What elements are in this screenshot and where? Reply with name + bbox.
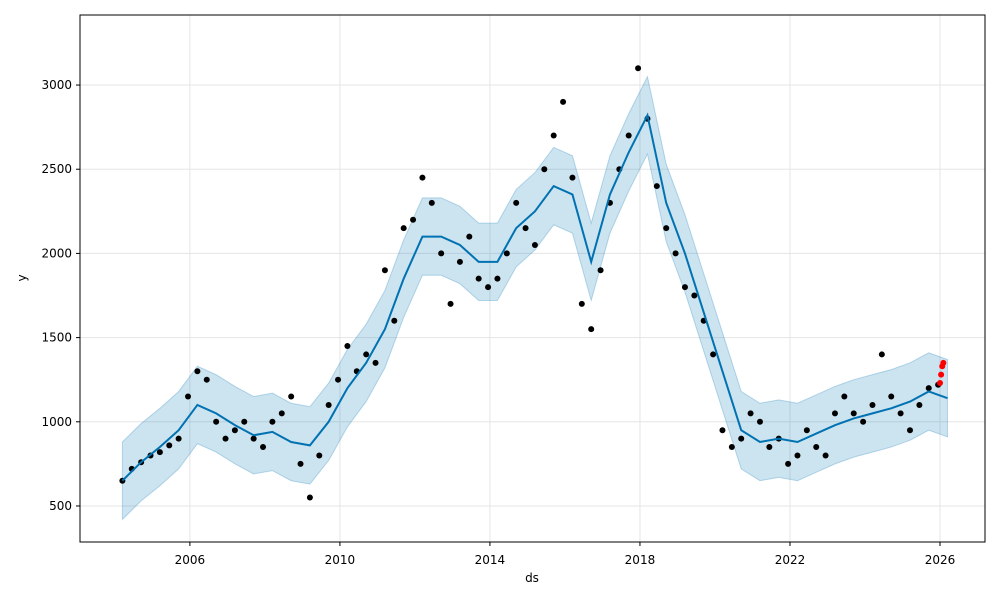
- x-tick-label: 2026: [925, 553, 956, 567]
- observed-point: [794, 452, 801, 459]
- observed-point: [203, 376, 210, 383]
- observed-point: [494, 275, 501, 282]
- x-tick-label: 2014: [475, 553, 506, 567]
- recent-point: [938, 371, 945, 378]
- x-tick-label: 2006: [175, 553, 206, 567]
- observed-point: [635, 65, 642, 72]
- observed-point: [475, 275, 482, 282]
- observed-point: [785, 460, 792, 467]
- observed-point: [513, 199, 520, 206]
- observed-point: [269, 418, 276, 425]
- x-axis-label: ds: [525, 571, 539, 585]
- observed-point: [325, 401, 332, 408]
- forecast-line: [121, 112, 948, 482]
- observed-point: [316, 452, 323, 459]
- y-axis-label: y: [15, 274, 29, 281]
- observed-point: [260, 444, 267, 451]
- observed-point: [185, 393, 192, 400]
- observed-point: [916, 401, 923, 408]
- observed-point: [831, 410, 838, 417]
- observed-point: [897, 410, 904, 417]
- observed-point: [710, 351, 717, 358]
- observed-point: [222, 435, 229, 442]
- observed-point: [241, 418, 248, 425]
- observed-point: [456, 258, 463, 265]
- observed-point: [466, 233, 473, 240]
- observed-point: [841, 393, 848, 400]
- observed-point: [297, 460, 304, 467]
- observed-point: [522, 225, 529, 232]
- observed-point: [363, 351, 370, 358]
- observed-point: [663, 225, 670, 232]
- x-tick-label: 2018: [625, 553, 656, 567]
- observed-point: [653, 183, 660, 190]
- observed-point: [878, 351, 885, 358]
- observed-point: [175, 435, 182, 442]
- observed-point: [428, 199, 435, 206]
- y-tick-label: 1500: [41, 331, 72, 345]
- observed-point: [888, 393, 895, 400]
- observed-point: [166, 442, 173, 449]
- observed-point: [578, 300, 585, 307]
- observed-point: [335, 376, 342, 383]
- observed-point: [681, 284, 688, 291]
- observed-point: [850, 410, 857, 417]
- observed-point: [597, 267, 604, 274]
- observed-point: [906, 427, 913, 434]
- observed-point: [625, 132, 632, 139]
- observed-point: [728, 444, 735, 451]
- observed-point: [485, 284, 492, 291]
- y-tick-label: 1000: [41, 415, 72, 429]
- observed-point: [381, 267, 388, 274]
- observed-point: [925, 385, 932, 392]
- observed-point: [288, 393, 295, 400]
- observed-point: [672, 250, 679, 257]
- observed-point: [419, 174, 426, 181]
- y-tick-label: 3000: [41, 78, 72, 92]
- observed-point: [344, 343, 351, 350]
- observed-point: [550, 132, 557, 139]
- observed-point: [766, 444, 773, 451]
- observed-point: [588, 326, 595, 333]
- observed-point: [306, 494, 313, 501]
- observed-point: [719, 427, 726, 434]
- observed-point: [541, 166, 548, 173]
- y-tick-label: 2500: [41, 162, 72, 176]
- observed-point: [438, 250, 445, 257]
- recent-point: [940, 359, 947, 366]
- observed-point: [503, 250, 510, 257]
- observed-point: [250, 435, 257, 442]
- observed-point: [747, 410, 754, 417]
- observed-point: [447, 300, 454, 307]
- observed-point: [531, 241, 538, 248]
- x-tick-label: 2022: [775, 553, 806, 567]
- observed-point: [231, 427, 238, 434]
- observed-point: [860, 418, 867, 425]
- observed-point: [372, 359, 379, 366]
- y-tick-label: 2000: [41, 246, 72, 260]
- observed-point: [691, 292, 698, 299]
- x-tick-label: 2010: [325, 553, 356, 567]
- uncertainty-band: [121, 75, 948, 521]
- observed-point: [194, 368, 201, 375]
- observed-point: [869, 401, 876, 408]
- observed-point: [400, 225, 407, 232]
- plot-frame: [79, 14, 986, 543]
- observed-point: [756, 418, 763, 425]
- observed-point: [569, 174, 576, 181]
- observed-point: [738, 435, 745, 442]
- observed-point: [213, 418, 220, 425]
- observed-point: [560, 98, 567, 105]
- observed-point: [278, 410, 285, 417]
- observed-point: [410, 216, 417, 223]
- recent-point: [936, 380, 943, 387]
- y-tick-label: 500: [49, 499, 72, 513]
- observed-point: [813, 444, 820, 451]
- observed-point: [391, 317, 398, 324]
- observed-point: [803, 427, 810, 434]
- observed-point: [822, 452, 829, 459]
- observed-point: [156, 449, 163, 456]
